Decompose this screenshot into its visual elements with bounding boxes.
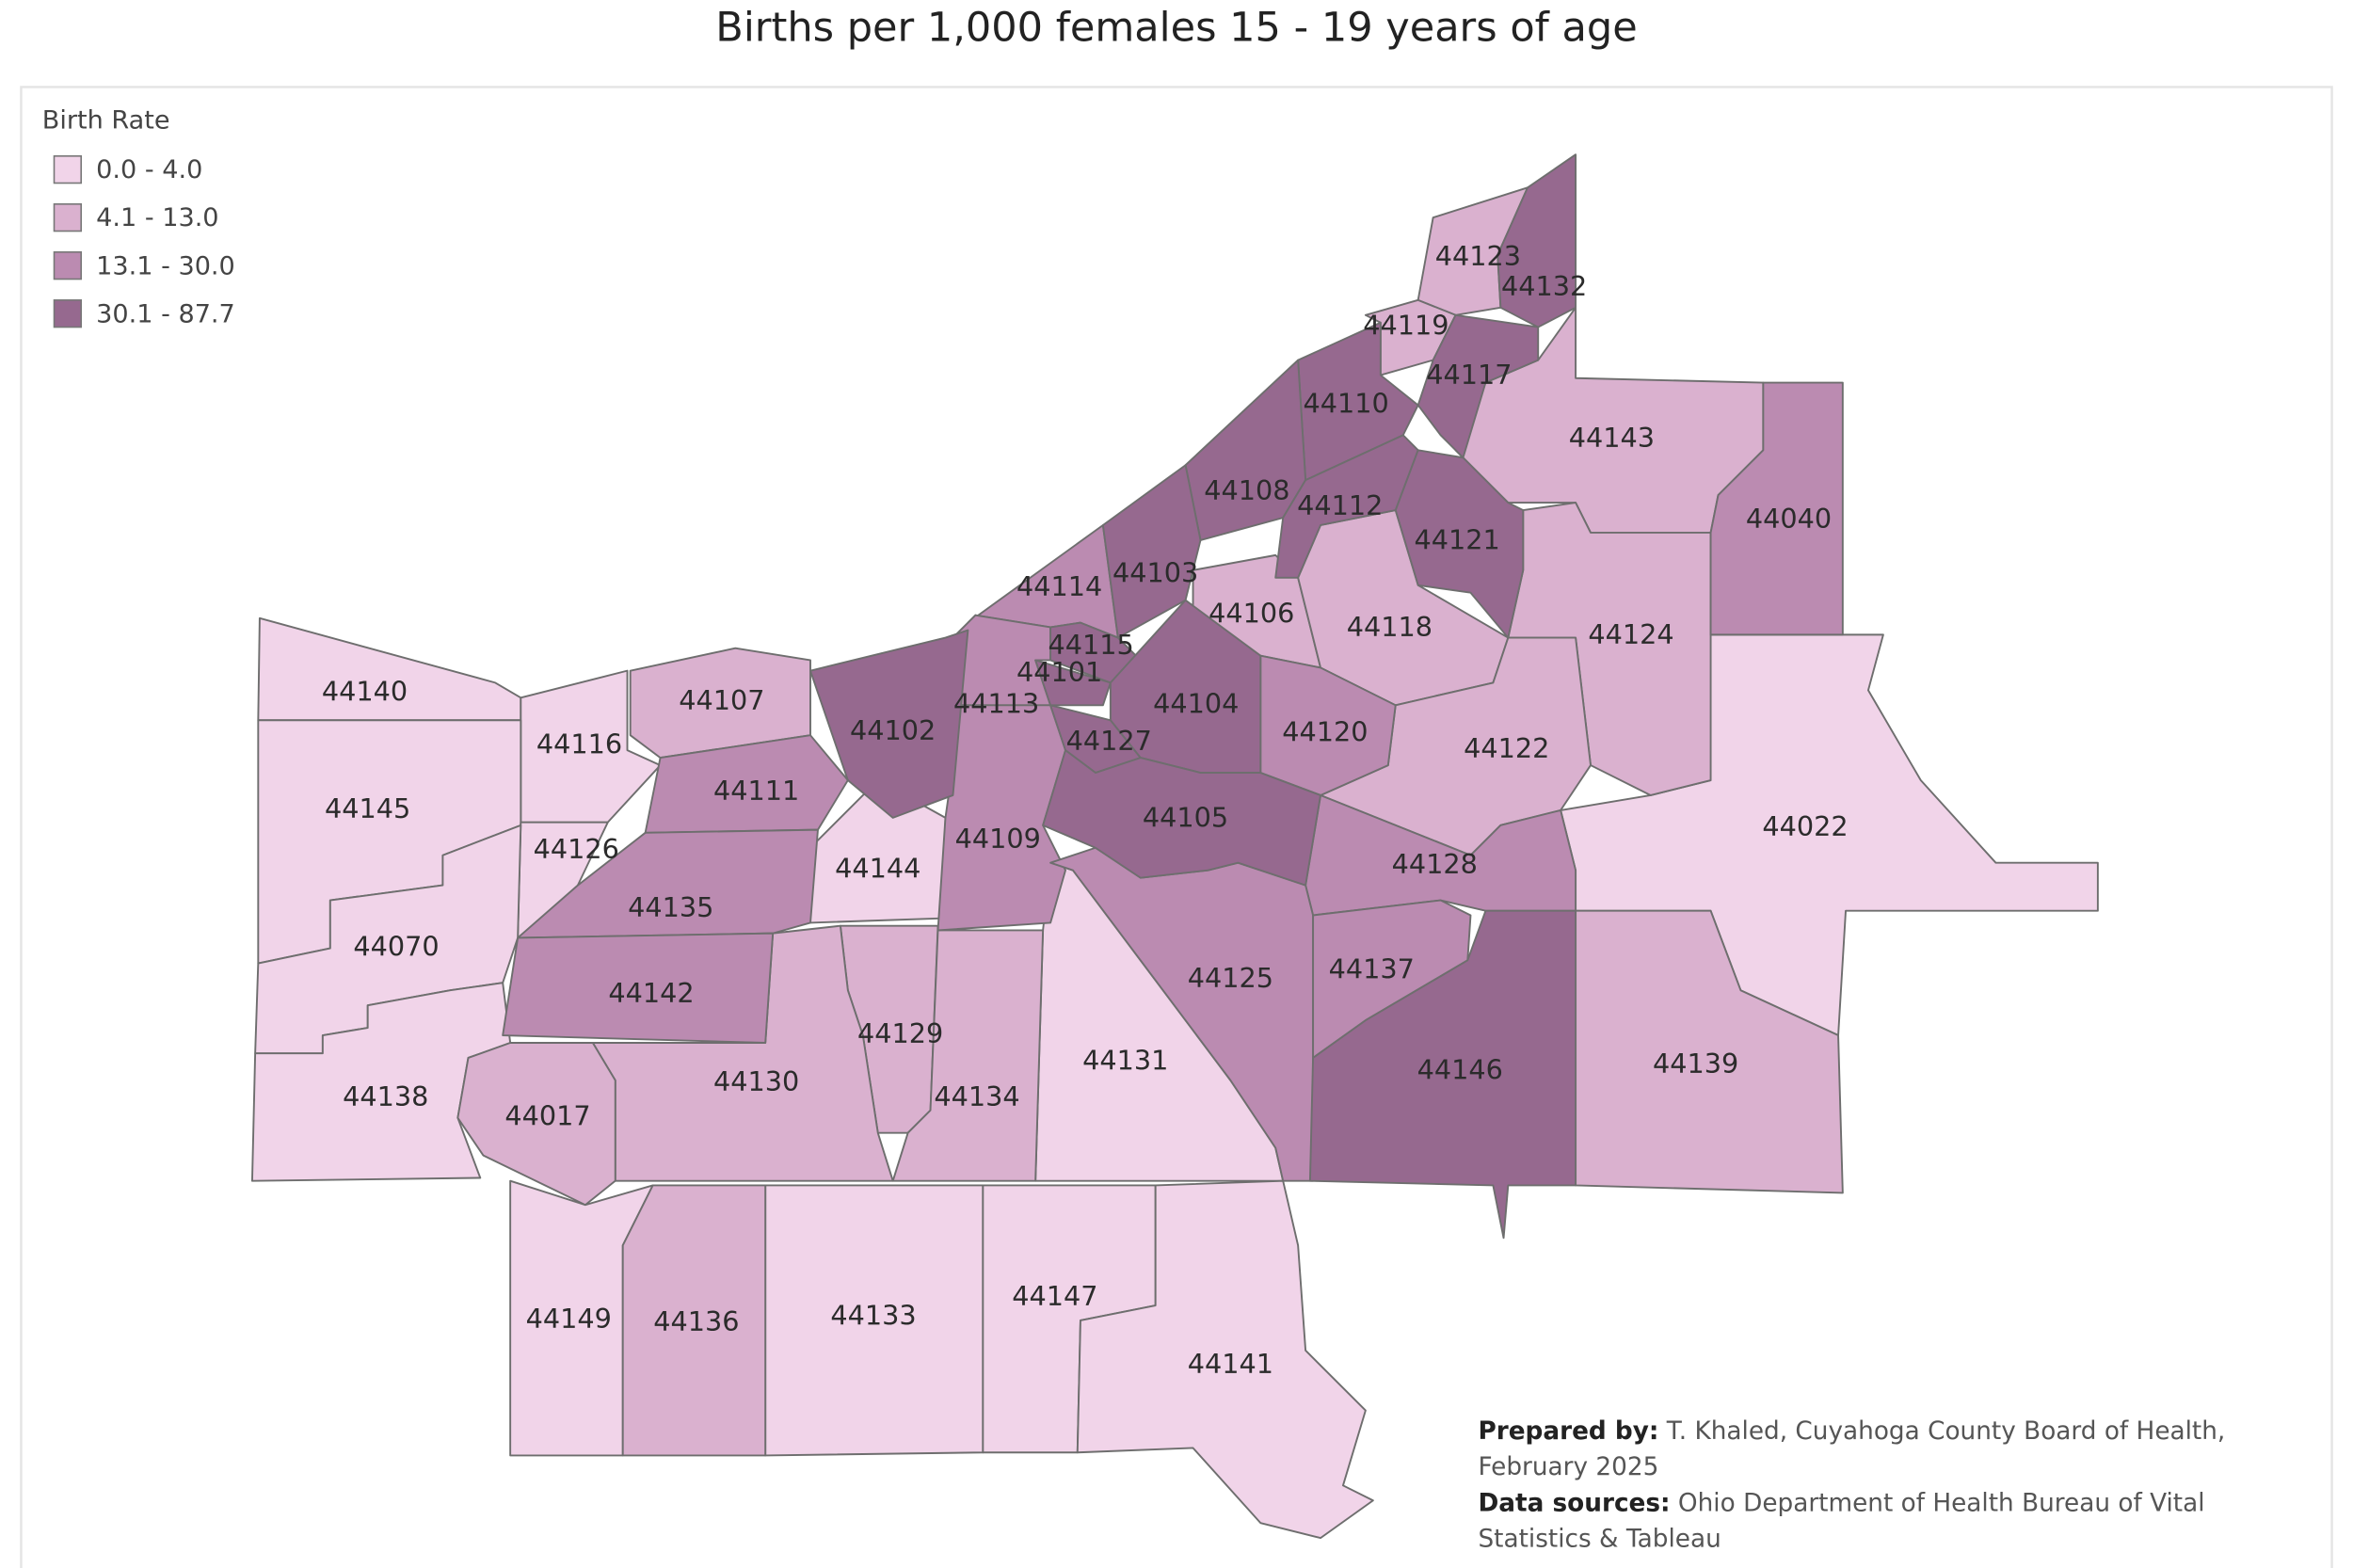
zip-label: 44111	[713, 775, 799, 807]
zip-label: 44114	[1016, 570, 1102, 602]
zip-region	[250, 982, 512, 1182]
zip-label: 44125	[1188, 962, 1273, 994]
legend-label: 13.1 - 30.0	[96, 251, 235, 280]
prepared-by: T. Khaled, Cuyahoga County Board of Heal…	[1478, 1416, 2226, 1481]
legend-swatch	[53, 155, 82, 184]
zip-label: 44108	[1204, 474, 1289, 506]
zip-region	[1394, 449, 1525, 639]
legend-label: 30.1 - 87.7	[96, 299, 235, 328]
legend-label: 4.1 - 13.0	[96, 203, 218, 232]
zip-region	[1076, 1179, 1374, 1540]
legend-swatch	[53, 251, 82, 280]
zip-region	[502, 932, 775, 1044]
zip-label: 44131	[1082, 1045, 1168, 1077]
zip-label: 44040	[1746, 503, 1832, 535]
zip-label: 44130	[713, 1065, 799, 1097]
zip-label: 44106	[1209, 598, 1294, 630]
zip-label: 44133	[830, 1300, 916, 1332]
zip-label: 44127	[1066, 725, 1152, 757]
map-title: Births per 1,000 females 15 - 19 years o…	[715, 4, 1637, 51]
zip-label: 44101	[1016, 656, 1102, 688]
zip-region	[1034, 659, 1112, 707]
zip-label: 44144	[835, 853, 920, 885]
zip-label: 44107	[679, 684, 764, 716]
zip-label: 44070	[353, 931, 439, 963]
zip-label: 44103	[1112, 557, 1198, 589]
zip-label: 44119	[1363, 310, 1449, 342]
zip-region	[1042, 749, 1322, 887]
zip-label: 44017	[504, 1100, 590, 1132]
zip-label: 44124	[1588, 618, 1673, 650]
legend-label: 0.0 - 4.0	[96, 155, 202, 184]
zip-region	[1709, 381, 1844, 636]
data-sources: Ohio Department of Health Bureau of Vita…	[1478, 1488, 2205, 1554]
zip-region	[1308, 909, 1577, 1240]
zip-label: 44126	[534, 833, 619, 865]
data-sources-label: Data sources:	[1478, 1488, 1671, 1517]
zip-region	[1101, 464, 1202, 639]
zip-label: 44136	[653, 1305, 739, 1337]
zip-label: 44146	[1417, 1053, 1503, 1085]
zip-label: 44120	[1282, 716, 1368, 748]
zip-label: 44138	[343, 1080, 428, 1112]
zip-label: 44109	[955, 823, 1041, 855]
zip-label: 44129	[857, 1017, 943, 1049]
zip-region	[456, 1042, 616, 1207]
zip-label: 44141	[1188, 1348, 1273, 1380]
zip-label: 44102	[850, 714, 936, 746]
zip-label: 44147	[1012, 1280, 1097, 1312]
zip-region	[644, 734, 849, 834]
zip-region	[1274, 434, 1419, 579]
zip-label: 44122	[1464, 732, 1549, 764]
notes-text: Prepared by: T. Khaled, Cuyahoga County …	[1478, 1414, 2318, 1558]
zip-label: 44105	[1143, 801, 1228, 833]
zip-label: 44135	[628, 891, 713, 923]
zip-label: 44117	[1426, 359, 1512, 391]
notes: Prepared by: T. Khaled, Cuyahoga County …	[1478, 1414, 2318, 1558]
zip-label: 44139	[1653, 1048, 1738, 1080]
zip-label: 44104	[1153, 687, 1239, 719]
zip-label: 44115	[1048, 629, 1133, 661]
zip-label: 44118	[1347, 611, 1433, 643]
zip-label: 44132	[1501, 270, 1587, 302]
zip-region	[891, 929, 1045, 1182]
legend-swatch	[53, 299, 82, 328]
legend-swatch	[53, 203, 82, 232]
zip-label: 44149	[526, 1303, 612, 1335]
zip-label: 44112	[1297, 489, 1383, 521]
zip-label: 44140	[322, 676, 408, 708]
legend-title: Birth Rate	[42, 106, 170, 136]
zip-label: 44142	[608, 977, 694, 1009]
regions: 44140 44116 44145 44126 44070 44138 44144 44131…	[250, 153, 2099, 1540]
zip-region	[809, 629, 969, 819]
map-frame	[20, 86, 2333, 1568]
zip-label: 44110	[1304, 387, 1389, 419]
zip-label: 44022	[1762, 810, 1848, 842]
zip-label: 44128	[1392, 848, 1478, 880]
legend: Birth Rate 0.0 - 4.0 4.1 - 13.0 13.1 - 30.…	[42, 106, 235, 329]
zip-label: 44137	[1329, 952, 1415, 984]
zip-label: 44134	[934, 1080, 1019, 1112]
prepared-by-label: Prepared by:	[1478, 1416, 1659, 1446]
zip-label: 44143	[1569, 422, 1655, 454]
zip-label: 44116	[536, 728, 622, 760]
zip-label: 44145	[325, 792, 410, 824]
zip-label: 44123	[1435, 240, 1521, 272]
zip-label: 44121	[1414, 524, 1499, 556]
zip-label: 44113	[953, 687, 1039, 719]
zip-region	[1417, 313, 1540, 459]
zip-region	[621, 1184, 767, 1457]
